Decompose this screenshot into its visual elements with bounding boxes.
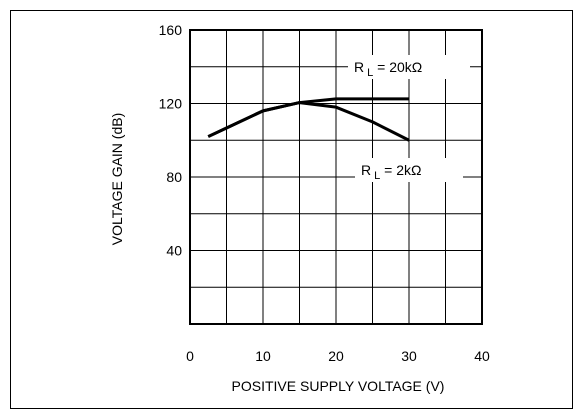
x-tick-label: 40	[474, 348, 490, 364]
y-tick-label: 40	[166, 243, 182, 259]
y-tick-label: 120	[159, 96, 183, 112]
x-tick-label: 20	[328, 348, 344, 364]
y-tick-label: 160	[159, 22, 183, 38]
y-tick-label: 80	[166, 169, 182, 185]
plot-border	[189, 29, 483, 325]
x-tick-label: 30	[401, 348, 417, 364]
series-line-rl-2k	[207, 101, 410, 142]
x-tick-labels: 0 10 20 30 40	[186, 348, 490, 364]
y-tick-labels: 40 80 120 160	[159, 22, 183, 259]
annotation-bg-rl2	[355, 158, 463, 182]
annotation-bg-rl20	[348, 55, 470, 79]
x-axis-label: POSITIVE SUPPLY VOLTAGE (V)	[232, 378, 445, 394]
y-axis-label: VOLTAGE GAIN (dB)	[109, 113, 125, 246]
series-lines	[207, 97, 410, 142]
x-tick-label: 10	[255, 348, 271, 364]
x-tick-label: 0	[186, 348, 194, 364]
